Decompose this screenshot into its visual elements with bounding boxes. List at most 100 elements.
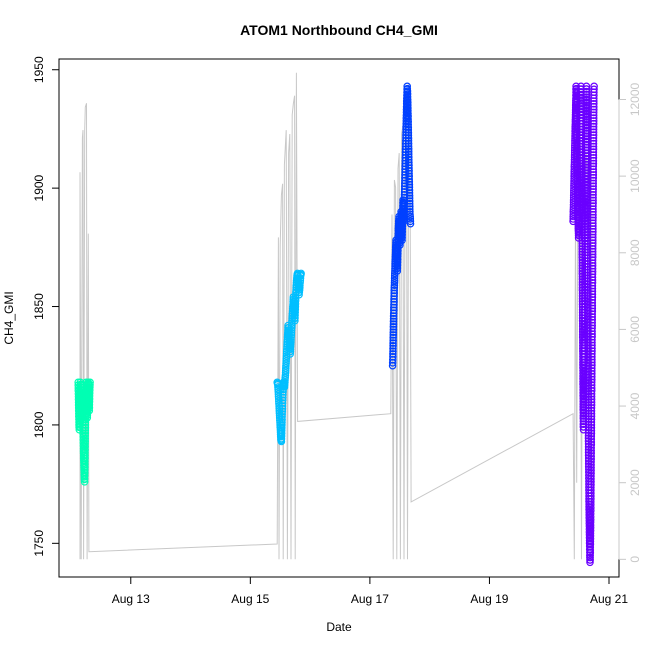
data-point [393,252,402,261]
data-point [274,395,283,403]
data-point [286,350,295,358]
y2-tick-label: 12000 [628,82,642,116]
data-point [295,286,304,294]
y2-tick-label: 2000 [628,469,642,496]
data-point [577,156,586,165]
data-point [81,454,89,463]
data-point [582,113,591,121]
data-point [390,295,398,303]
data-point [406,217,415,226]
data-point [589,114,598,122]
data-point [389,322,398,331]
data-point [404,109,412,118]
data-point [81,437,90,446]
data-point [389,309,398,318]
data-point [588,358,596,367]
data-point [81,431,90,440]
data-point [588,344,596,353]
data-point [401,173,409,182]
data-point [405,202,414,211]
data-point [287,333,295,342]
data-point [589,137,598,145]
data-point [86,380,94,389]
data-point [586,558,594,567]
data-point [577,159,586,168]
data-point [390,274,399,282]
data-point [587,412,596,421]
data-point [86,378,94,387]
series-3 [388,82,415,370]
data-point [404,120,413,129]
data-point [403,95,412,104]
data-point [589,191,597,199]
data-point [588,352,596,361]
data-point [589,117,598,125]
data-point [278,402,287,410]
data-point [572,98,581,106]
data-point [587,401,596,409]
data-point [402,105,411,114]
data-point [579,366,587,375]
data-point [390,297,398,306]
data-point [589,142,598,151]
data-point [587,446,596,455]
data-point [405,186,414,194]
data-point [86,386,94,394]
data-point [588,276,597,284]
data-point [278,393,287,402]
data-point [587,435,596,443]
data-point [582,124,591,132]
data-point [582,90,591,99]
data-point [587,381,596,389]
data-point [585,508,594,517]
data-point [588,324,596,333]
data-point [587,426,596,435]
data-point [586,532,595,540]
data-point [404,150,413,159]
data-point [589,176,598,185]
data-point [589,139,598,148]
data-point [588,270,597,279]
data-point [587,386,596,395]
data-point [404,112,412,121]
data-point [588,256,597,264]
data-point [405,169,413,178]
data-point [582,102,591,110]
data-point [389,312,398,320]
data-point [296,281,304,290]
data-point [389,303,398,312]
data-point [587,460,595,469]
data-point [572,89,581,98]
data-point [404,115,412,123]
data-point [393,255,402,264]
data-point [587,452,596,461]
data-point [390,283,399,292]
data-point [589,208,597,216]
data-point [404,147,413,156]
data-point [587,364,596,372]
data-point [291,316,299,325]
data-point [582,127,591,135]
data-point [403,101,412,110]
data-point [587,469,595,478]
data-point [401,165,409,174]
data-point [588,307,597,316]
data-point [405,172,414,181]
data-point [390,278,399,287]
data-point [281,371,290,380]
data-point [402,108,411,117]
secondary-y-axis: 0 2000 4000 6000 8000 10000 12000 [618,82,642,563]
data-point [588,293,597,301]
data-point [577,137,586,145]
data-point [572,103,581,112]
x-axis-label: Date [326,620,352,634]
data-point [587,369,596,378]
data-point [589,111,598,120]
data-point [587,472,595,480]
data-point [291,314,299,322]
data-point [398,225,407,233]
data-point [589,102,598,111]
data-point [587,495,595,503]
data-point [291,296,300,305]
data-point [587,458,595,466]
